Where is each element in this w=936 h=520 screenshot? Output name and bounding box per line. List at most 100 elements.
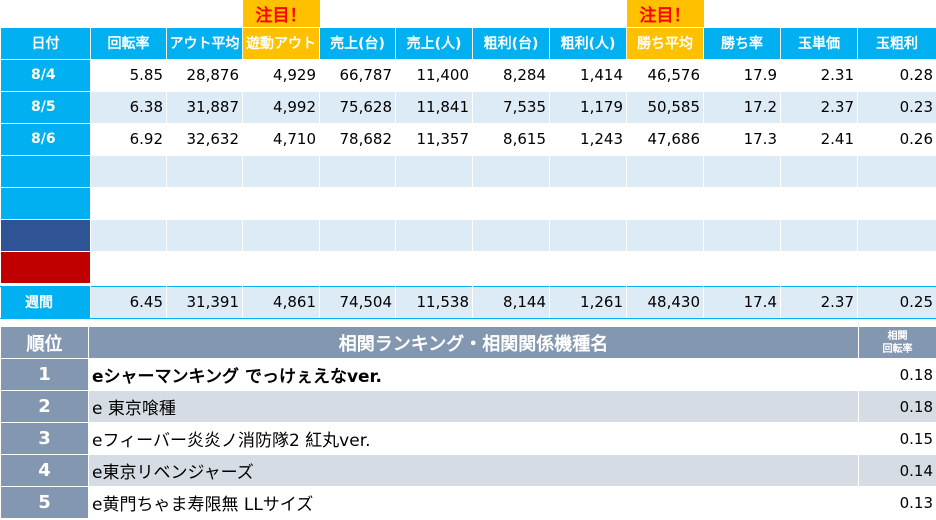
weekly-row: 週間 6.45 31,391 4,861 74,504 11,538 8,144… — [0, 285, 936, 319]
cell: 4,929 — [242, 58, 320, 92]
cell: 31,887 — [166, 90, 243, 124]
machine-name: e東京リベンジャーズ — [88, 454, 859, 487]
cell: 1,179 — [549, 90, 627, 124]
cell: 31,391 — [166, 285, 243, 319]
date-cell — [0, 250, 91, 284]
daily-stats-table: 注目！ 注目！ 日付 回転率 アウト平均 遊動アウト 売上(台) 売上(人) 粗… — [0, 0, 936, 319]
cell: 2.37 — [780, 285, 858, 319]
rank-header: 順位 — [0, 326, 89, 359]
attention-flag: 注目！ — [626, 0, 704, 27]
column-header: 売上(人) — [395, 26, 473, 60]
cell: 8,144 — [472, 285, 550, 319]
column-header: 玉粗利 — [857, 26, 936, 60]
cell: 0.25 — [857, 285, 936, 319]
cell: 17.4 — [703, 285, 781, 319]
date-cell: 8/4 — [0, 58, 91, 92]
cell: 28,876 — [166, 58, 243, 92]
ranking-row: 4 e東京リベンジャーズ 0.14 — [0, 454, 936, 487]
cell: 78,682 — [319, 122, 396, 156]
empty-row — [0, 186, 936, 220]
correlation-header-line2: 回転率 — [882, 343, 913, 355]
cell: 8,284 — [472, 58, 550, 92]
column-header: 粗利(人) — [549, 26, 627, 60]
rank-number: 1 — [0, 358, 89, 391]
cell: 17.9 — [703, 58, 781, 92]
cell: 1,243 — [549, 122, 627, 156]
cell: 11,538 — [395, 285, 473, 319]
cell: 4,710 — [242, 122, 320, 156]
column-header: 粗利(台) — [472, 26, 550, 60]
machine-name: eフィーバー炎炎ノ消防隊2 紅丸ver. — [88, 422, 859, 455]
cell: 6.92 — [90, 122, 167, 156]
empty-row — [0, 218, 936, 252]
correlation-ranking-table: 順位 相関ランキング・相関関係機種名 相関 回転率 1 eシャーマンキング でっ… — [0, 326, 936, 519]
cell: 1,414 — [549, 58, 627, 92]
rank-number: 4 — [0, 454, 89, 487]
column-header: 売上(台) — [319, 26, 396, 60]
cell: 17.3 — [703, 122, 781, 156]
correlation-value: 0.14 — [858, 454, 936, 487]
date-cell — [0, 154, 91, 188]
correlation-value: 0.15 — [858, 422, 936, 455]
table-row: 8/4 5.85 28,876 4,929 66,787 11,400 8,28… — [0, 58, 936, 92]
machine-name: e黄門ちゃま寿限無 LLサイズ — [88, 486, 859, 519]
cell: 2.37 — [780, 90, 858, 124]
cell: 8,615 — [472, 122, 550, 156]
correlation-header-line1: 相関 — [887, 330, 908, 342]
empty-row — [0, 154, 936, 188]
table-row: 8/6 6.92 32,632 4,710 78,682 11,357 8,61… — [0, 122, 936, 156]
ranking-row: 5 e黄門ちゃま寿限無 LLサイズ 0.13 — [0, 486, 936, 519]
ranking-row: 1 eシャーマンキング でっけぇえなver. 0.18 — [0, 358, 936, 391]
correlation-header: 相関 回転率 — [858, 326, 936, 359]
cell: 2.41 — [780, 122, 858, 156]
cell: 1,261 — [549, 285, 627, 319]
cell: 4,992 — [242, 90, 320, 124]
ranking-header: 順位 相関ランキング・相関関係機種名 相関 回転率 — [0, 326, 936, 359]
column-header: 玉単価 — [780, 26, 858, 60]
correlation-value: 0.18 — [858, 390, 936, 423]
correlation-value: 0.18 — [858, 358, 936, 391]
rank-number: 5 — [0, 486, 89, 519]
table-header: 日付 回転率 アウト平均 遊動アウト 売上(台) 売上(人) 粗利(台) 粗利(… — [0, 26, 936, 60]
ranking-row: 3 eフィーバー炎炎ノ消防隊2 紅丸ver. 0.15 — [0, 422, 936, 455]
cell: 66,787 — [319, 58, 396, 92]
cell: 75,628 — [319, 90, 396, 124]
cell: 32,632 — [166, 122, 243, 156]
cell: 6.38 — [90, 90, 167, 124]
cell: 11,400 — [395, 58, 473, 92]
correlation-value: 0.13 — [858, 486, 936, 519]
weekly-label: 週間 — [0, 285, 91, 319]
date-cell — [0, 218, 91, 252]
column-header: アウト平均 — [166, 26, 243, 60]
rank-number: 2 — [0, 390, 89, 423]
attention-flag: 注目！ — [242, 0, 320, 27]
date-cell — [0, 186, 91, 220]
empty-row — [0, 250, 936, 284]
cell: 7,535 — [472, 90, 550, 124]
machine-name: e 東京喰種 — [88, 390, 859, 423]
date-cell: 8/5 — [0, 90, 91, 124]
cell: 4,861 — [242, 285, 320, 319]
ranking-title: 相関ランキング・相関関係機種名 — [88, 326, 859, 359]
cell: 6.45 — [90, 285, 167, 319]
cell: 47,686 — [626, 122, 704, 156]
cell: 11,357 — [395, 122, 473, 156]
column-header: 勝ち率 — [703, 26, 781, 60]
cell: 0.26 — [857, 122, 936, 156]
ranking-row: 2 e 東京喰種 0.18 — [0, 390, 936, 423]
cell: 74,504 — [319, 285, 396, 319]
cell: 0.28 — [857, 58, 936, 92]
date-cell: 8/6 — [0, 122, 91, 156]
cell: 50,585 — [626, 90, 704, 124]
cell: 17.2 — [703, 90, 781, 124]
cell: 5.85 — [90, 58, 167, 92]
machine-name: eシャーマンキング でっけぇえなver. — [88, 358, 859, 391]
cell: 0.23 — [857, 90, 936, 124]
cell: 2.31 — [780, 58, 858, 92]
cell: 48,430 — [626, 285, 704, 319]
column-header: 遊動アウト — [242, 26, 320, 60]
column-header: 勝ち平均 — [626, 26, 704, 60]
cell: 46,576 — [626, 58, 704, 92]
table-row: 8/5 6.38 31,887 4,992 75,628 11,841 7,53… — [0, 90, 936, 124]
cell: 11,841 — [395, 90, 473, 124]
